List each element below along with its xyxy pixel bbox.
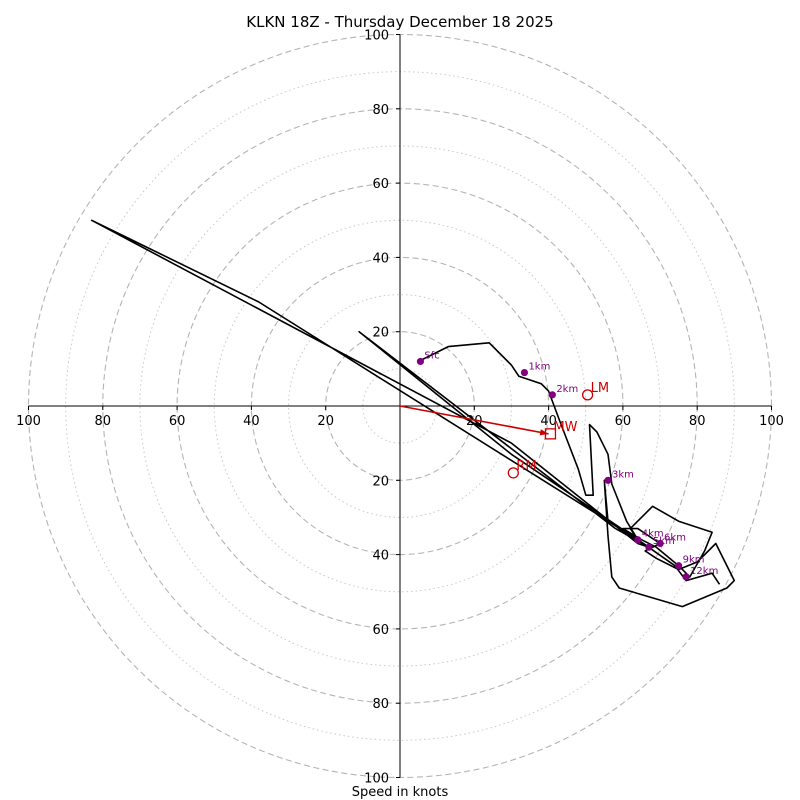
storm-vector-label: LM (591, 381, 609, 396)
height-label: 1km (528, 362, 550, 373)
y-tick-label: 20 (372, 326, 389, 341)
y-tick-label: 80 (372, 103, 389, 118)
x-tick-label: 60 (169, 414, 186, 429)
y-tick-label: 100 (364, 29, 389, 44)
storm-vector-label: MW (553, 420, 577, 435)
height-marker (604, 476, 612, 484)
storm-motion-marker (581, 389, 594, 401)
y-tick-label: 80 (372, 697, 389, 712)
chart-title: KLKN 18Z - Thursday December 18 2025 (246, 13, 553, 31)
hodograph-line (90, 219, 736, 608)
y-tick-label: 40 (372, 549, 389, 564)
height-marker (548, 391, 556, 399)
y-tick-label: 20 (372, 474, 389, 489)
mean-wind-arrowhead (539, 429, 549, 436)
height-label: Sfc (424, 350, 439, 361)
tick-labels: 100 80 60 40 20 20 40 60 80 100100806040202040608… (16, 29, 784, 787)
height-label: 3km (612, 469, 634, 480)
storm-motion-marker (507, 467, 519, 479)
height-marker (682, 573, 690, 581)
storm-vectors: LM RM MW (399, 381, 609, 479)
height-label: 4km (642, 529, 664, 540)
y-tick-label: 40 (372, 251, 389, 266)
x-tick-label: 80 (689, 414, 706, 429)
mean-wind-marker (544, 428, 557, 440)
x-axis-label: Speed in knots (352, 785, 449, 800)
height-marker (416, 357, 425, 366)
x-tick-label: 80 (95, 414, 112, 429)
height-label: 12km (690, 566, 718, 577)
height-label: 5km (653, 536, 675, 547)
storm-vector-label: RM (516, 459, 536, 474)
x-tick-label: 100 (759, 414, 784, 429)
x-tick-label: 20 (317, 414, 334, 429)
height-marker (645, 543, 653, 551)
height-label: 6km (664, 532, 686, 543)
x-tick-label: 60 (615, 414, 632, 429)
x-tick-label: 40 (243, 414, 260, 429)
height-marker (656, 539, 664, 548)
hodograph-trace (90, 219, 736, 608)
height-marker (634, 536, 642, 544)
x-tick-label: 40 (540, 414, 557, 429)
mean-wind-arrow (399, 405, 549, 435)
height-marker (520, 368, 529, 377)
x-tick-label: 100 (16, 414, 41, 429)
y-tick-label: 60 (372, 623, 389, 638)
y-tick-label: 100 (364, 772, 389, 787)
height-label: 2km (556, 384, 578, 395)
height-marker (675, 562, 683, 570)
height-label: 9km (683, 555, 705, 566)
y-tick-label: 60 (372, 177, 389, 192)
